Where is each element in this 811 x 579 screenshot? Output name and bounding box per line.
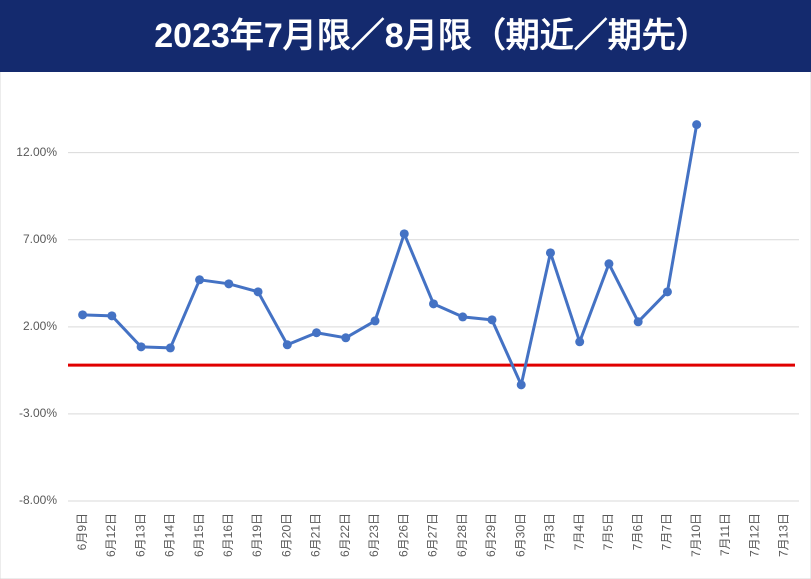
data-point xyxy=(604,259,614,269)
x-tick-label: 6月27日 xyxy=(426,513,440,557)
data-point xyxy=(370,316,380,326)
y-tick-label: -3.00% xyxy=(19,406,57,420)
x-tick-label: 7月11日 xyxy=(718,513,732,556)
data-point xyxy=(633,317,643,327)
data-point xyxy=(487,315,497,325)
y-tick-label: -8.00% xyxy=(19,493,57,507)
data-point xyxy=(575,337,585,347)
data-point xyxy=(662,287,672,297)
x-tick-label: 7月3日 xyxy=(543,513,557,550)
x-tick-label: 6月30日 xyxy=(513,513,527,557)
data-point xyxy=(458,312,468,322)
title-bar xyxy=(0,0,811,72)
data-point xyxy=(282,340,292,350)
x-tick-label: 6月16日 xyxy=(221,513,235,557)
x-tick-label: 6月19日 xyxy=(250,513,264,557)
x-tick-label: 7月13日 xyxy=(777,513,791,557)
x-tick-label: 7月7日 xyxy=(660,513,674,550)
data-point xyxy=(165,343,175,353)
data-point xyxy=(253,287,263,297)
data-point xyxy=(692,120,702,130)
x-tick-label: 7月12日 xyxy=(747,513,761,557)
data-point xyxy=(136,342,146,352)
data-point xyxy=(399,229,409,239)
x-tick-label: 6月14日 xyxy=(163,513,177,557)
x-tick-label: 6月28日 xyxy=(455,513,469,557)
x-tick-label: 7月10日 xyxy=(689,513,703,557)
data-point xyxy=(195,275,205,285)
data-point xyxy=(545,248,555,258)
data-point xyxy=(224,279,234,289)
x-tick-label: 6月13日 xyxy=(133,513,147,557)
x-tick-label: 6月22日 xyxy=(338,513,352,557)
x-tick-label: 6月15日 xyxy=(192,513,206,557)
data-point xyxy=(516,380,526,390)
x-tick-label: 7月5日 xyxy=(601,513,615,550)
x-tick-label: 6月29日 xyxy=(484,513,498,557)
data-point xyxy=(341,333,351,343)
x-tick-label: 7月4日 xyxy=(572,513,586,550)
x-tick-label: 6月12日 xyxy=(104,513,118,557)
x-tick-label: 6月23日 xyxy=(367,513,381,557)
data-point xyxy=(107,311,117,321)
chart-title: 2023年7月限／8月限（期近／期先） xyxy=(154,16,709,55)
data-point xyxy=(429,299,438,309)
data-point xyxy=(312,328,322,338)
x-tick-label: 6月20日 xyxy=(279,513,293,557)
x-tick-label: 6月26日 xyxy=(396,513,410,557)
x-tick-label: 6月21日 xyxy=(309,513,323,557)
y-tick-label: 2.00% xyxy=(23,319,57,333)
y-tick-label: 12.00% xyxy=(16,145,57,159)
x-tick-label: 6月9日 xyxy=(75,513,89,550)
y-tick-label: 7.00% xyxy=(23,232,57,246)
x-tick-label: 7月6日 xyxy=(630,513,644,550)
data-line xyxy=(82,124,699,387)
data-point xyxy=(78,310,88,320)
